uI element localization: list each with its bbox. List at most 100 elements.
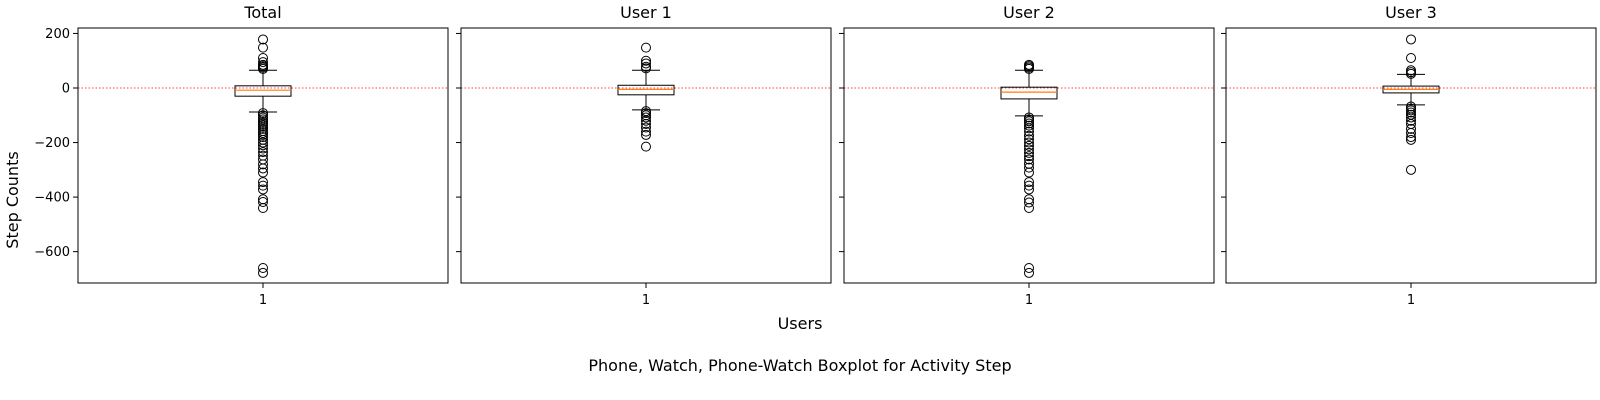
outlier-point bbox=[1024, 126, 1034, 137]
outlier-point bbox=[641, 122, 651, 133]
x-tick-label: 1 bbox=[1025, 293, 1033, 308]
outlier-point bbox=[1406, 164, 1416, 175]
outlier-point bbox=[258, 129, 268, 140]
x-tick-label: 1 bbox=[259, 293, 267, 308]
outlier-point bbox=[1024, 197, 1034, 208]
outlier-point bbox=[1024, 144, 1034, 155]
outlier-point bbox=[1024, 140, 1034, 151]
outlier-point bbox=[258, 132, 268, 143]
panel-frame bbox=[1225, 27, 1597, 284]
outlier-point bbox=[641, 129, 651, 140]
outlier-point bbox=[258, 180, 268, 191]
panel-title: User 3 bbox=[1385, 3, 1437, 22]
outlier-point bbox=[1406, 105, 1416, 116]
panel-title: User 1 bbox=[620, 3, 672, 22]
outlier-point bbox=[1024, 134, 1034, 145]
outlier-point bbox=[1406, 134, 1416, 145]
outlier-point bbox=[1406, 123, 1416, 134]
outlier-point bbox=[258, 177, 268, 188]
outlier-point bbox=[258, 42, 268, 53]
outlier-point bbox=[641, 119, 651, 129]
outlier-point bbox=[1024, 184, 1034, 195]
outlier-point bbox=[1024, 162, 1034, 173]
interquartile-box bbox=[234, 85, 292, 97]
panel-4: 1 User 3 bbox=[1221, 3, 1597, 308]
outlier-point bbox=[1024, 267, 1034, 278]
panel-3: 1 User 2 bbox=[839, 3, 1215, 308]
interquartile-box bbox=[1000, 86, 1058, 100]
outlier-point bbox=[641, 42, 651, 53]
outlier-point bbox=[258, 137, 268, 148]
outlier-point bbox=[1024, 116, 1034, 127]
outlier-point bbox=[641, 55, 651, 66]
outlier-point bbox=[641, 63, 651, 74]
outlier-point bbox=[258, 197, 268, 207]
figure-title: Phone, Watch, Phone-Watch Boxplot for Ac… bbox=[588, 356, 1011, 375]
panel-frame bbox=[460, 27, 832, 284]
outlier-point bbox=[641, 115, 651, 126]
panel-frame bbox=[77, 27, 449, 284]
panel-1: 200 0 −200 −400 −600 1 Total bbox=[34, 3, 449, 308]
outlier-point bbox=[1024, 120, 1034, 131]
outlier-point bbox=[1024, 167, 1034, 178]
y-tick-label: −400 bbox=[34, 191, 70, 206]
outlier-point bbox=[258, 203, 268, 213]
x-tick-label: 1 bbox=[642, 293, 650, 308]
x-axis-label: Users bbox=[778, 314, 823, 333]
outlier-point bbox=[258, 110, 268, 121]
outlier-point bbox=[258, 147, 268, 158]
outlier-point bbox=[1406, 115, 1416, 126]
panel-title: Total bbox=[243, 3, 281, 22]
y-tick-label: 200 bbox=[45, 27, 70, 42]
y-tick-label: −200 bbox=[34, 136, 70, 151]
panel-title: User 2 bbox=[1003, 3, 1055, 22]
outlier-point bbox=[258, 263, 268, 273]
x-tick-label: 1 bbox=[1407, 293, 1415, 308]
outlier-point bbox=[258, 63, 268, 74]
outlier-point bbox=[641, 58, 651, 69]
y-axis-label: Step Counts bbox=[3, 151, 22, 248]
outlier-point bbox=[258, 159, 268, 170]
outlier-point bbox=[1406, 107, 1416, 118]
outlier-point bbox=[258, 184, 268, 195]
y-tick-label: 0 bbox=[62, 82, 70, 97]
outlier-point bbox=[258, 167, 268, 178]
outlier-point bbox=[1024, 151, 1034, 162]
outlier-point bbox=[258, 121, 268, 132]
outlier-point bbox=[1406, 53, 1416, 63]
outlier-point bbox=[1024, 180, 1034, 191]
outlier-point bbox=[1024, 130, 1034, 141]
outlier-point bbox=[641, 141, 651, 152]
outlier-point bbox=[1406, 68, 1416, 79]
outlier-point bbox=[1406, 34, 1416, 45]
outlier-point bbox=[1024, 63, 1034, 74]
outlier-point bbox=[1024, 118, 1034, 129]
outlier-point bbox=[1406, 112, 1416, 123]
outlier-point bbox=[258, 140, 268, 151]
outlier-point bbox=[258, 123, 268, 134]
outlier-point bbox=[1024, 154, 1034, 165]
interquartile-box bbox=[617, 84, 675, 96]
outlier-point bbox=[1024, 123, 1034, 134]
outlier-point bbox=[1024, 177, 1034, 188]
outlier-point bbox=[1406, 132, 1416, 143]
outlier-point bbox=[641, 126, 651, 137]
outlier-point bbox=[1024, 263, 1034, 273]
outlier-point bbox=[258, 53, 268, 63]
outlier-point bbox=[641, 108, 651, 119]
outlier-point bbox=[258, 163, 268, 174]
outlier-point bbox=[1024, 137, 1034, 148]
outlier-point bbox=[258, 143, 268, 154]
outlier-point bbox=[1024, 147, 1034, 158]
outlier-point bbox=[258, 108, 268, 119]
y-tick-label: −600 bbox=[34, 245, 70, 260]
outlier-point bbox=[1024, 203, 1034, 213]
outlier-point bbox=[1406, 128, 1416, 138]
outlier-point bbox=[258, 267, 268, 278]
panel-frame bbox=[843, 27, 1215, 284]
outlier-point bbox=[258, 34, 268, 45]
outlier-point bbox=[258, 57, 268, 68]
panel-2: 1 User 1 bbox=[456, 3, 832, 308]
outlier-point bbox=[641, 112, 651, 123]
